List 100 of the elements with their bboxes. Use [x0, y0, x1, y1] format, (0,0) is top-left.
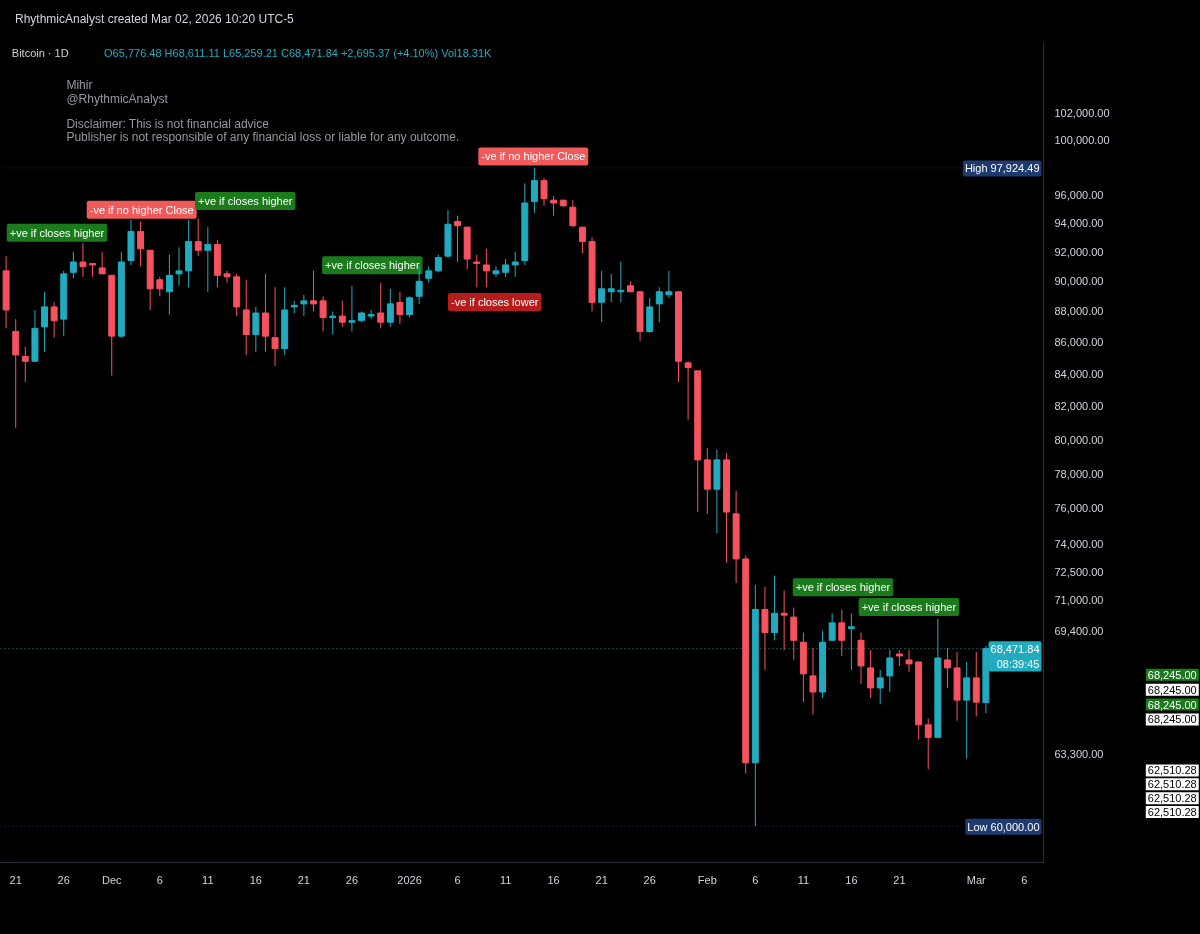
- x-tick-label: 26: [345, 873, 359, 886]
- candlestick: [607, 273, 615, 303]
- x-tick-label: 2026: [397, 873, 422, 886]
- y-tick-label: 94,000.00: [1054, 216, 1104, 229]
- candlestick: [261, 273, 269, 353]
- chart-subtitle: O65,776.48 H68,611.11 L65,259.21 C68,471.84 +2,695.37 (+4.10%) Vol18.31K: [104, 46, 493, 59]
- candlestick: [41, 291, 48, 353]
- candlestick: [329, 310, 337, 336]
- chart-title: Bitcoin · 1D: [11, 46, 69, 59]
- ref-line-label: Low 60,000.00: [967, 820, 1040, 833]
- candlestick: [386, 288, 394, 328]
- candlestick: [204, 226, 212, 293]
- candlestick: [69, 251, 77, 279]
- y-tick-label: 69,400.00: [1054, 624, 1104, 637]
- text: 68,245.00: [1147, 668, 1197, 681]
- annotation: -ve if no higher Close: [481, 150, 586, 163]
- annotation: @RhythmicAnalyst: [66, 91, 169, 106]
- candlestick: [98, 251, 106, 275]
- candlestick: [790, 607, 798, 661]
- x-tick-label: Mar: [966, 873, 987, 886]
- annotation: +ve if closes higher: [198, 194, 293, 207]
- annotation: +ve if closes higher: [325, 259, 420, 272]
- x-tick-label: 16: [845, 873, 858, 886]
- x-tick-label: 26: [643, 873, 656, 886]
- x-tick-label: Dec: [101, 873, 123, 886]
- x-tick-label: 21: [893, 873, 906, 886]
- candlestick: [924, 718, 932, 770]
- annotation: +ve if closes higher: [9, 226, 105, 239]
- candlestick: [867, 649, 875, 699]
- candlestick: [223, 270, 231, 284]
- candlestick: [550, 195, 558, 217]
- candlestick: [598, 270, 606, 323]
- candlestick: [828, 612, 836, 641]
- candlestick: [271, 286, 279, 367]
- candlestick: [569, 199, 577, 228]
- candlestick: [655, 286, 663, 323]
- x-tick-label: 26: [57, 873, 70, 886]
- x-tick-label: 11: [202, 873, 214, 886]
- y-tick-label: 72,500.00: [1054, 565, 1104, 578]
- candlestick: [194, 218, 202, 257]
- x-tick-label: 11: [797, 873, 810, 886]
- candlestick: [838, 608, 846, 657]
- candlestick: [511, 251, 519, 278]
- candlestick: [876, 669, 884, 705]
- text: RhythmicAnalyst created Mar 02, 2026 10:20 UTC-5: [15, 11, 294, 28]
- candlestick: [943, 647, 951, 689]
- candlestick: [905, 649, 913, 673]
- text: 62,510.28: [1147, 805, 1197, 818]
- y-tick-label: 86,000.00: [1054, 336, 1104, 349]
- candlestick: [396, 291, 404, 325]
- x-tick-label: 6: [752, 873, 759, 886]
- candlestick: [165, 254, 173, 316]
- candlestick: [684, 360, 692, 421]
- y-tick-label: 96,000.00: [1054, 188, 1104, 201]
- x-tick-label: 21: [297, 873, 311, 886]
- candlestick: [665, 270, 673, 299]
- candlestick: [377, 282, 385, 329]
- candlestick: [137, 220, 145, 267]
- text: 68,245.00: [1147, 698, 1197, 711]
- y-tick-label: 88,000.00: [1054, 305, 1104, 318]
- text: 68,245.00: [1147, 683, 1197, 696]
- x-tick-label: 6: [156, 873, 163, 886]
- candlestick: [50, 301, 58, 339]
- candlestick: [252, 306, 260, 353]
- x-tick-label: 21: [9, 873, 22, 886]
- x-tick-label: 16: [547, 873, 560, 886]
- y-tick-label: 84,000.00: [1054, 368, 1104, 380]
- x-tick-label: 11: [499, 873, 512, 886]
- candlestick: [406, 295, 414, 319]
- y-tick-label: 74,000.00: [1054, 538, 1104, 551]
- y-tick-label: 78,000.00: [1054, 467, 1104, 480]
- candlestick: [79, 242, 87, 278]
- x-tick-label: Feb: [697, 873, 717, 886]
- candlestick: [319, 295, 327, 332]
- candlestick: [761, 586, 769, 671]
- candlestick: [530, 167, 538, 214]
- y-tick-label: 76,000.00: [1054, 502, 1104, 515]
- text: 68,245.00: [1147, 713, 1197, 726]
- annotation: +ve if closes higher: [861, 600, 957, 613]
- x-tick-label: 21: [595, 873, 608, 886]
- candlestick: [21, 346, 29, 383]
- candlestick: [348, 285, 356, 332]
- annotation: -ve if closes lower: [450, 295, 539, 308]
- candlestick: [771, 575, 779, 641]
- y-tick-label: 102,000.00: [1054, 107, 1110, 120]
- candlestick: [156, 276, 164, 297]
- candlestick: [473, 254, 481, 288]
- candlestick: [12, 318, 20, 429]
- candlestick: [809, 647, 817, 715]
- text: 62,510.28: [1147, 792, 1197, 805]
- candlestick: [338, 300, 346, 328]
- y-tick-label: 80,000.00: [1054, 433, 1104, 446]
- annotation: Publisher is not responsible of any financial loss or liable for any outcome.: [66, 129, 460, 144]
- ref-line-label: 68,471.84 08:39:45: [990, 643, 1040, 670]
- y-tick-label: 71,000.00: [1054, 593, 1104, 606]
- candlestick: [482, 248, 490, 288]
- text: 62,510.28: [1147, 764, 1197, 777]
- candlestick: [963, 661, 971, 759]
- text: 62,510.28: [1147, 778, 1197, 791]
- annotation: Mihir: [66, 78, 93, 93]
